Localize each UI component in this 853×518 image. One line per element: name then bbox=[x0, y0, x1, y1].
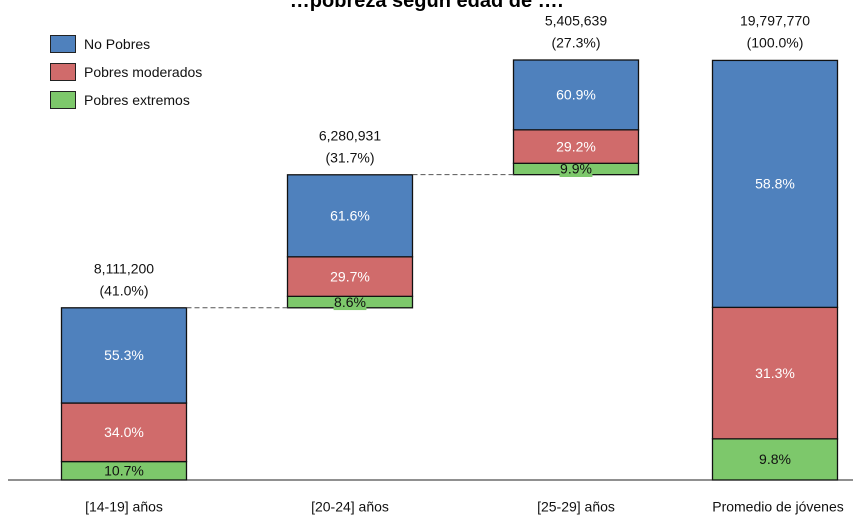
data-label: 34.0% bbox=[104, 424, 144, 440]
bar-total-label: 5,405,639 bbox=[545, 13, 607, 29]
bar-share-label: (27.3%) bbox=[551, 35, 600, 51]
bar-share-label: (100.0%) bbox=[747, 35, 804, 51]
legend-item-pobres-moderados: Pobres moderados bbox=[50, 58, 202, 86]
x-tick-label: [25-29] años bbox=[537, 499, 615, 515]
x-tick-label: Promedio de jóvenes bbox=[712, 499, 844, 515]
legend-item-no-pobres: No Pobres bbox=[50, 30, 202, 58]
data-label: 29.2% bbox=[556, 138, 596, 154]
chart-title: …pobreza según edad de …. bbox=[289, 0, 564, 12]
bar-total-label: 19,797,770 bbox=[740, 13, 810, 29]
bar-segment bbox=[711, 306, 839, 440]
legend-label: No Pobres bbox=[84, 36, 151, 52]
bar-segment bbox=[711, 59, 839, 309]
data-label-bg bbox=[103, 462, 145, 479]
bar-segment bbox=[711, 438, 839, 481]
legend-label: Pobres moderados bbox=[84, 64, 203, 80]
legend: No Pobres Pobres moderados Pobres extrem… bbox=[50, 30, 202, 114]
data-label: 60.9% bbox=[556, 87, 596, 103]
legend-swatch-pobres-moderados bbox=[50, 63, 76, 81]
legend-item-pobres-extremos: Pobres extremos bbox=[50, 86, 202, 114]
data-label: 9.9% bbox=[560, 161, 592, 177]
data-label: 10.7% bbox=[104, 462, 144, 478]
bar-segment bbox=[512, 59, 640, 131]
legend-swatch-no-pobres bbox=[50, 35, 76, 53]
data-label: 29.7% bbox=[330, 268, 370, 284]
bar-segment bbox=[60, 402, 188, 463]
bar-share-label: (31.7%) bbox=[325, 149, 374, 165]
x-tick-label: [14-19] años bbox=[85, 499, 163, 515]
data-label: 31.3% bbox=[755, 365, 795, 381]
bar-total-label: 8,111,200 bbox=[94, 261, 154, 277]
bar-segment bbox=[512, 129, 640, 164]
bar-segment bbox=[60, 307, 188, 404]
data-label: 9.8% bbox=[759, 451, 791, 467]
data-label-bg bbox=[559, 160, 593, 177]
data-label-bg bbox=[333, 294, 367, 311]
x-tick-label: [20-24] años bbox=[311, 499, 389, 515]
bar-total-label: 6,280,931 bbox=[319, 127, 381, 143]
bar-segment bbox=[286, 256, 414, 297]
bar-segment bbox=[286, 174, 414, 258]
data-label: 55.3% bbox=[104, 347, 144, 363]
data-label: 58.8% bbox=[755, 176, 795, 192]
bar-share-label: (41.0%) bbox=[99, 283, 148, 299]
legend-label: Pobres extremos bbox=[84, 92, 190, 108]
legend-swatch-pobres-extremos bbox=[50, 91, 76, 109]
data-label: 8.6% bbox=[334, 294, 366, 310]
data-label: 61.6% bbox=[330, 208, 370, 224]
